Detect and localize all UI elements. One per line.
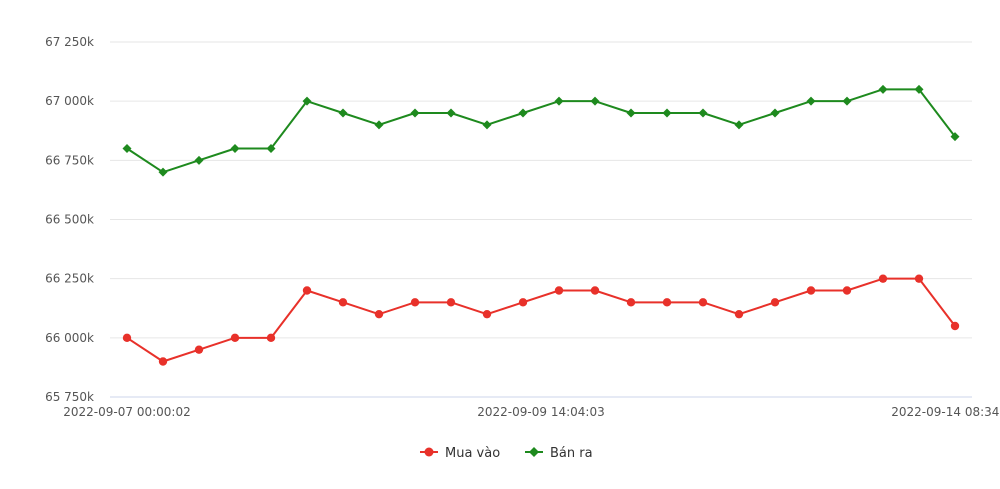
data-point[interactable]	[554, 286, 564, 295]
y-tick-label: 66 250k	[45, 272, 94, 286]
legend-item[interactable]: Mua vào	[420, 446, 500, 461]
data-point[interactable]	[770, 108, 780, 118]
data-point[interactable]	[374, 120, 384, 130]
legend-diamond-icon	[529, 447, 539, 457]
x-tick-label: 2022-09-09 14:04:03	[477, 405, 604, 419]
data-point[interactable]	[734, 120, 744, 130]
data-point[interactable]	[878, 84, 888, 94]
series-layer	[122, 84, 960, 366]
y-tick-label: 65 750k	[45, 390, 94, 404]
grid-layer	[110, 41, 972, 398]
data-point[interactable]	[302, 286, 312, 295]
data-point[interactable]	[410, 108, 420, 118]
data-point[interactable]	[302, 96, 312, 106]
data-point[interactable]	[590, 96, 600, 106]
data-point[interactable]	[230, 144, 240, 153]
data-point[interactable]	[446, 298, 456, 307]
data-point[interactable]	[410, 298, 420, 307]
data-point[interactable]	[482, 120, 492, 130]
data-point[interactable]	[446, 108, 456, 118]
y-tick-label: 67 000k	[45, 94, 94, 108]
y-axis: 65 750k 66 000k 66 250k 66 500k 66 750k 67 00…	[45, 35, 94, 404]
series-1	[122, 274, 960, 366]
data-point[interactable]	[626, 108, 636, 118]
data-point[interactable]	[266, 144, 276, 153]
data-point[interactable]	[950, 132, 960, 142]
series-2	[122, 84, 960, 177]
data-point[interactable]	[662, 298, 672, 307]
y-tick-label: 67 250k	[45, 35, 94, 49]
y-tick-label: 66 750k	[45, 153, 94, 167]
data-point[interactable]	[806, 96, 816, 106]
data-point[interactable]	[590, 286, 600, 295]
data-point[interactable]	[950, 321, 960, 331]
data-point[interactable]	[914, 274, 924, 283]
x-tick-label: 2022-09-07 00:00:02	[63, 405, 190, 419]
data-point[interactable]	[158, 167, 168, 177]
y-tick-label: 66 500k	[45, 213, 94, 227]
legend-label: Mua vào	[445, 446, 500, 461]
data-point[interactable]	[698, 298, 708, 307]
data-point[interactable]	[338, 298, 348, 307]
data-point[interactable]	[698, 108, 708, 118]
data-point[interactable]	[914, 84, 924, 94]
data-point[interactable]	[374, 309, 384, 319]
x-tick-label: 2022-09-14 08:34:01	[891, 405, 1000, 419]
data-point[interactable]	[518, 298, 528, 307]
legend-label: Bán ra	[550, 446, 593, 461]
data-point[interactable]	[230, 333, 240, 343]
legend[interactable]: Mua vào Bán ra	[420, 446, 593, 461]
data-point[interactable]	[842, 96, 852, 106]
data-point[interactable]	[518, 108, 528, 118]
data-point[interactable]	[482, 309, 492, 319]
data-point[interactable]	[770, 298, 780, 307]
data-point[interactable]	[338, 108, 348, 118]
legend-item[interactable]: Bán ra	[525, 446, 593, 461]
data-point[interactable]	[842, 286, 852, 295]
data-point[interactable]	[662, 108, 672, 118]
data-point[interactable]	[122, 144, 132, 153]
data-point[interactable]	[122, 333, 132, 343]
data-point[interactable]	[194, 345, 204, 354]
series-line	[126, 277, 956, 363]
data-point[interactable]	[194, 155, 204, 165]
data-point[interactable]	[626, 298, 636, 307]
data-point[interactable]	[554, 96, 564, 106]
y-tick-label: 66 000k	[45, 331, 94, 345]
legend-circle-icon	[424, 447, 434, 457]
data-point[interactable]	[806, 286, 816, 295]
data-point[interactable]	[734, 309, 744, 319]
series-line	[126, 88, 956, 174]
x-axis: 2022-09-07 00:00:02 2022-09-09 14:04:03 20…	[63, 405, 1000, 419]
data-point[interactable]	[266, 333, 276, 343]
data-point[interactable]	[158, 357, 168, 366]
data-point[interactable]	[878, 274, 888, 283]
